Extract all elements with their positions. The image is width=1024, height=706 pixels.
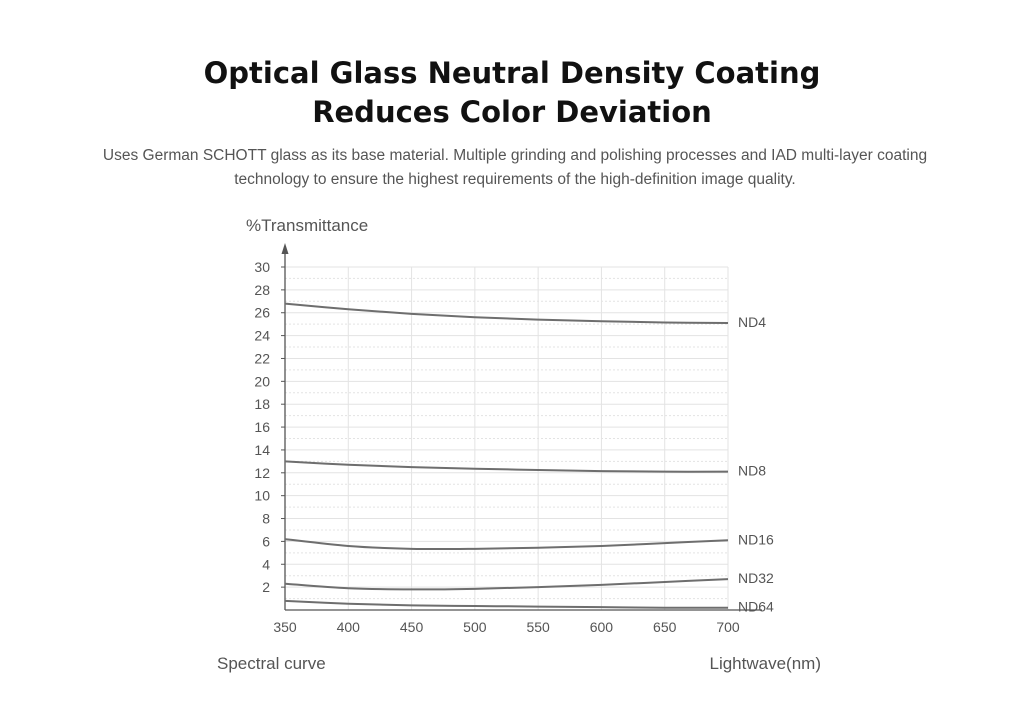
y-axis-arrow [281,243,289,254]
series-label-nd64: ND64 [738,599,774,615]
series-line-nd8 [284,460,729,473]
page-subtitle: Uses German SCHOTT glass as its base mat… [102,147,928,188]
y-tick-label: 26 [254,305,270,321]
title-line-2: Reduces Color Deviation [312,95,712,129]
y-tick-label: 20 [254,373,270,389]
title-line-1: Optical Glass Neutral Density Coating [203,56,821,90]
x-tick-label: 500 [463,619,487,635]
y-tick-label: 16 [254,419,270,435]
series-line-nd16 [284,538,729,551]
x-tick-label: 350 [273,619,297,635]
y-tick-label: 24 [254,328,270,344]
y-tick-label: 18 [254,396,270,412]
x-tick-label: 450 [400,619,424,635]
x-axis-label: Lightwave(nm) [710,654,822,673]
series-line-nd64 [284,599,729,609]
y-tick-label: 6 [262,533,270,549]
series-label-nd32: ND32 [738,570,774,586]
y-tick-label: 22 [254,350,270,366]
y-tick-label: 4 [262,556,270,572]
x-tick-label: 650 [653,619,677,635]
x-tick-label: 600 [590,619,614,635]
y-tick-label: 28 [254,282,270,298]
y-axis-label: %Transmittance [246,216,368,235]
series-label-nd8: ND8 [738,463,766,479]
chart-grid [285,266,729,610]
series-line-nd32 [284,578,729,591]
x-tick-label: 550 [526,619,550,635]
x-tick-label: 700 [716,619,740,635]
series-label-nd4: ND4 [738,314,766,330]
series-line-nd4 [284,302,729,325]
y-tick-label: 10 [254,488,270,504]
chart-series: ND4 ND8 ND16 ND32 ND64 [284,302,774,615]
chart-axes [281,243,762,611]
y-tick-label: 8 [262,511,270,527]
x-tick-label: 400 [337,619,361,635]
page-title: Optical Glass Neutral Density Coating Re… [0,54,1024,132]
y-tick-label: 2 [262,579,270,595]
y-tick-label: 14 [254,442,270,458]
y-tick-label: 30 [254,259,270,275]
series-label-nd16: ND16 [738,531,774,547]
y-tick-label: 12 [254,465,270,481]
chart-caption: Spectral curve [217,654,326,673]
